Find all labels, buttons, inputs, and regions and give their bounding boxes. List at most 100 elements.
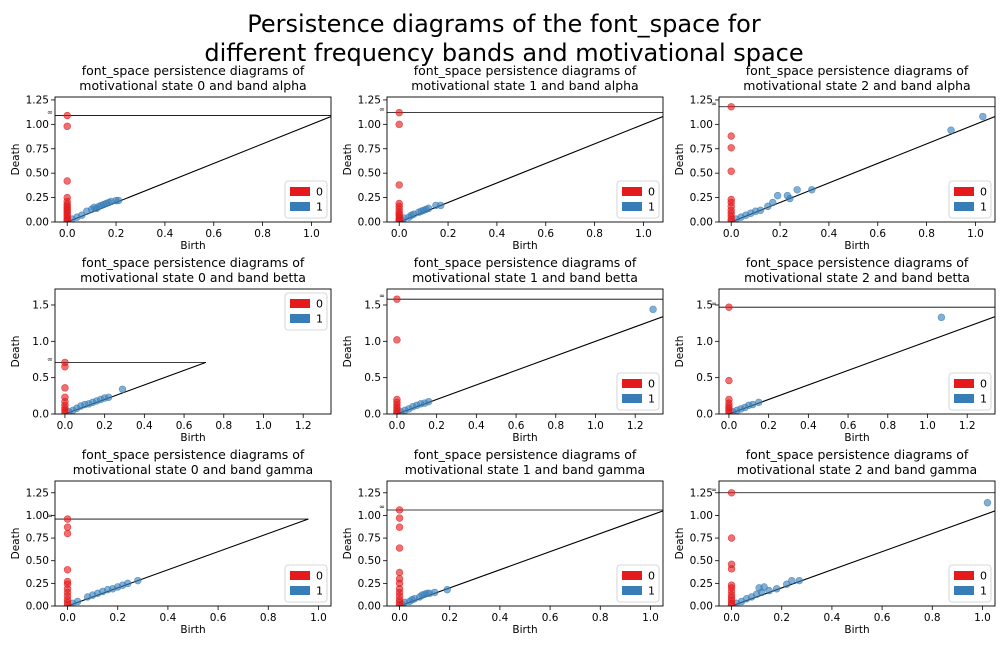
axes-frame [54,96,332,223]
legend: 01 [616,564,660,603]
x-tick-label: 0.6 [542,612,559,624]
plot-area [387,506,663,606]
x-tick-label: 0.8 [592,612,609,624]
legend-swatch-0 [622,571,642,580]
legend: 01 [284,292,328,331]
plot-area [55,358,207,414]
legend-swatch-1 [290,202,310,211]
h1-point [765,586,773,595]
y-axis-label: Death [10,336,22,368]
infinity-label: ∞ [379,292,385,300]
x-axis-label: Birth [180,240,205,252]
x-axis-label: Birth [180,432,205,444]
legend-label-0: 0 [980,378,987,391]
y-axis-label: Death [342,528,354,560]
plot-area [55,515,309,606]
h1-point [649,305,657,314]
h1-point [78,211,86,219]
y-tick-label: 0.50 [358,168,381,180]
legend-swatch-1 [622,394,642,403]
legend-label-0: 0 [648,570,655,583]
h1-point [808,186,816,194]
y-axis-label: Death [10,528,22,560]
legend-swatch-1 [290,586,310,595]
legend: 01 [284,564,328,603]
infinity-label: ∞ [47,355,53,363]
x-axis-label: Birth [844,240,869,252]
y-tick-label: 0.5 [364,372,381,384]
legend-label-0: 0 [648,378,655,391]
y-tick-label: 1.5 [32,299,49,311]
y-tick-label: 0.50 [26,555,49,567]
h0-point [61,384,69,392]
y-tick-label: 0.50 [690,555,713,567]
axes-frame [718,480,996,607]
y-tick-label: 1.5 [364,299,381,311]
h1-point [786,194,794,203]
y-tick-label: 1.0 [364,336,381,348]
panel-title-line-1: font_space persistence diagrams of [746,255,969,270]
x-tick-label: 0.0 [57,420,74,432]
axes-frame [386,96,664,223]
legend-swatch-1 [954,586,974,595]
h1-point [430,588,439,597]
y-tick-label: 1.00 [26,119,49,131]
legend-label-0: 0 [980,570,987,583]
panel-title-line-1: font_space persistence diagrams of [82,63,305,78]
y-tick-label: 1.25 [26,487,49,499]
persistence-diagram-5: font_space persistence diagrams ofmotiva… [342,255,664,444]
y-tick-label: 1.00 [690,510,713,522]
x-tick-label: 1.0 [635,228,652,240]
infinity-label: ∞ [711,486,717,494]
legend-label-1: 1 [316,313,323,326]
h0-point [393,409,401,414]
x-tick-label: 0.0 [721,420,738,432]
legend-label-0: 0 [316,570,323,583]
x-tick-label: 1.2 [295,420,312,432]
y-tick-label: 0.0 [32,409,49,421]
h1-point [134,576,142,585]
h0-point [63,523,72,531]
panel-title-line-2: motivational state 2 and band alpha [743,78,970,93]
x-tick-label: 0.2 [428,420,445,432]
x-tick-label: 0.6 [869,228,886,240]
axes-frame [54,480,332,607]
h0-point [727,144,735,152]
panel-title-line-1: font_space persistence diagrams of [82,255,305,270]
x-tick-label: 0.8 [586,228,603,240]
x-tick-label: 0.2 [772,228,789,240]
y-tick-label: 0.0 [364,409,381,421]
y-axis-label: Death [342,144,354,176]
h0-point [727,217,735,222]
legend-swatch-1 [622,586,642,595]
plot-area [387,295,663,414]
panel-title-line-1: font_space persistence diagrams of [414,63,637,78]
h0-point [63,515,72,523]
x-tick-label: 0.6 [874,612,891,624]
x-tick-label: 0.0 [59,612,76,624]
y-tick-label: 0.00 [690,217,713,229]
diagonal-line [396,316,663,414]
h1-point [755,398,763,407]
y-tick-label: 0.75 [690,533,713,545]
y-tick-label: 0.25 [690,578,713,590]
h0-point [63,601,72,606]
h0-point [63,566,72,574]
legend: 01 [616,180,660,219]
infinity-label: ∞ [47,512,53,520]
y-tick-label: 0.75 [690,143,713,155]
legend-label-1: 1 [980,585,987,598]
x-tick-label: 0.2 [760,420,777,432]
legend-label-1: 1 [980,393,987,406]
y-tick-label: 0.25 [358,578,381,590]
x-tick-label: 0.0 [391,612,408,624]
x-tick-label: 0.0 [391,228,408,240]
panel-title-line-1: font_space persistence diagrams of [414,255,637,270]
x-tick-label: 0.8 [918,228,935,240]
y-tick-label: 0.25 [26,578,49,590]
h1-point [118,385,127,393]
panel-title-line-1: font_space persistence diagrams of [414,447,637,462]
h0-point [63,122,71,130]
x-tick-label: 1.0 [255,420,272,432]
